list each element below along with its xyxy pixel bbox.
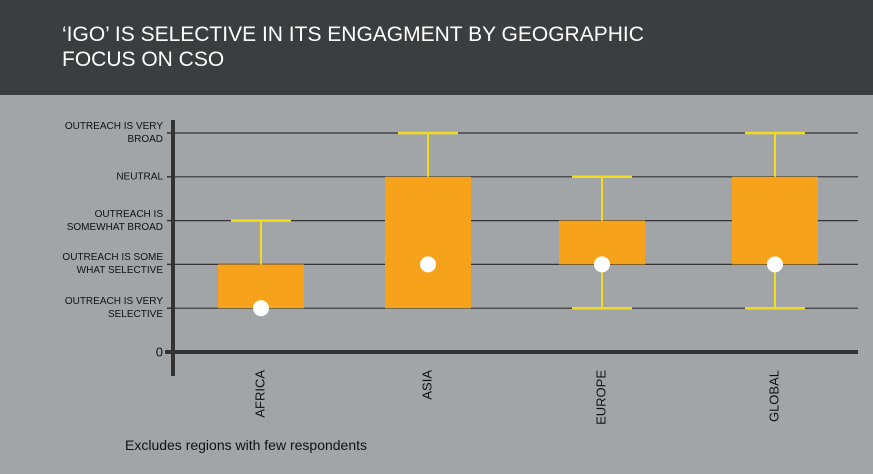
y-tick-label: 0 [155,344,163,360]
x-tick-label: ASIA [419,370,434,400]
header [0,0,873,95]
box [732,176,818,265]
y-tick-label: OUTREACH IS SOME WHAT SELECTIVE [62,252,163,277]
median [594,256,610,273]
x-tick-label: GLOBAL [766,370,781,422]
y-tick-label: OUTREACH IS SOMEWHAT BROAD [66,208,163,233]
y-tick-label: OUTREACH IS VERY SELECTIVE [64,296,163,321]
x-tick-label: AFRICA [252,370,267,418]
median [420,256,436,273]
footnote: Excludes regions with few respondents [125,437,368,453]
median [253,300,269,317]
chart-title: ‘IGO’ IS SELECTIVE IN ITS ENGAGMENT BY G… [62,23,644,71]
median [767,256,783,273]
box [385,176,471,309]
y-tick-label: NEUTRAL [116,171,163,183]
x-tick-label: EUROPE [593,370,608,425]
y-tick-label: OUTREACH IS VERY BROAD [64,121,163,145]
